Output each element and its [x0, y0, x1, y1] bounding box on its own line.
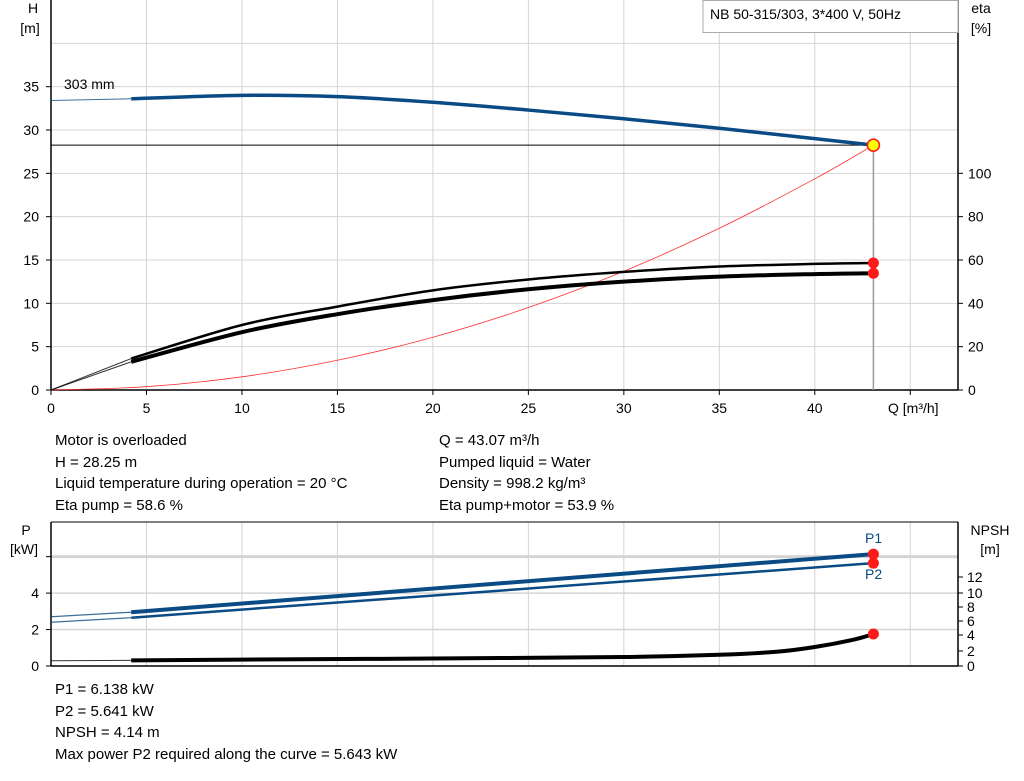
p2-curve-extrapolated [50, 617, 132, 623]
h-tick-label: 5 [31, 339, 39, 355]
p-tick-label: 0 [31, 658, 39, 674]
info-left: Motor is overloaded H = 28.25 m Liquid t… [55, 430, 347, 516]
h-tick-label: 25 [23, 165, 39, 181]
p1-point [867, 548, 879, 560]
system-curve [50, 144, 874, 391]
p-tick-label: 4 [31, 585, 39, 601]
eta-tick-label: 80 [968, 209, 984, 225]
eta-pump-value: Eta pump = 58.6 % [55, 496, 183, 514]
q-axis-label: Q [m³/h] [888, 400, 939, 416]
eta-axis-unit: [%] [971, 20, 991, 36]
npsh-axis-label: NPSH [971, 522, 1010, 538]
npsh-point [867, 628, 879, 640]
npsh-value: NPSH = 4.14 m [55, 724, 160, 741]
p2-curve [131, 561, 874, 619]
liquid-temperature: Liquid temperature during operation = 20… [55, 475, 348, 492]
eta-pump-point [867, 257, 879, 269]
eta-tick-label: 60 [968, 252, 984, 268]
npsh-tick-label: 6 [967, 613, 975, 629]
eta-pump-curve-extrapolated [50, 358, 132, 391]
eta-pump-motor-curve [130, 271, 874, 364]
info-bottom: P1 = 6.138 kW P2 = 5.641 kW NPSH = 4.14 … [55, 679, 397, 765]
p1-curve [131, 552, 874, 615]
eta-pump-motor-curve-extrapolated [50, 361, 132, 391]
density-value: Density = 998.2 kg/m³ [439, 475, 586, 492]
head-curve-extrapolated [50, 98, 132, 102]
npsh-tick-label: 0 [967, 658, 975, 674]
q-tick-label: 10 [234, 400, 250, 416]
flow-value: Q = 43.07 m³/h [439, 432, 540, 449]
p-tick-label: 2 [31, 622, 39, 638]
legend-box: NB 50-315/303, 3*400 V, 50Hz [702, 0, 959, 33]
h-tick-label: 30 [23, 122, 39, 138]
p1-label: P1 [865, 530, 882, 546]
impeller-diameter-label: 303 mm [64, 76, 115, 92]
npsh-tick-label: 4 [967, 627, 975, 643]
head-curve [131, 93, 874, 147]
q-tick-label: 5 [143, 400, 151, 416]
p2-value: P2 = 5.641 kW [55, 702, 154, 720]
eta-pump-curve [130, 261, 874, 360]
eta-pump-motor-point [867, 267, 879, 279]
info-right: Q = 43.07 m³/h Pumped liquid = Water Den… [439, 430, 614, 516]
duty-point [866, 138, 881, 152]
p1-curve-extrapolated [50, 611, 132, 618]
head-value: H = 28.25 m [55, 453, 138, 471]
motor-status: Motor is overloaded [55, 432, 187, 449]
h-axis-label: H [28, 0, 38, 16]
q-tick-label: 20 [425, 400, 441, 416]
npsh-tick-label: 8 [967, 599, 975, 615]
eta-axis-label: eta [971, 0, 991, 16]
eta-tick-label: 40 [968, 295, 984, 311]
npsh-tick-label: 10 [967, 585, 983, 601]
p-axis-unit: [kW] [10, 541, 38, 557]
h-tick-label: 15 [23, 252, 39, 268]
q-tick-label: 15 [330, 400, 346, 416]
pumped-liquid: Pumped liquid = Water [439, 453, 591, 471]
eta-pump-motor-value: Eta pump+motor = 53.9 % [439, 496, 615, 514]
max-power-p2: Max power P2 required along the curve = … [55, 745, 398, 763]
npsh-tick-label: 12 [967, 569, 983, 585]
q-tick-label: 40 [807, 400, 823, 416]
h-tick-label: 35 [23, 79, 39, 95]
npsh-axis-unit: [m] [980, 541, 999, 557]
q-tick-label: 25 [521, 400, 537, 416]
p1-value: P1 = 6.138 kW [55, 681, 154, 698]
q-tick-label: 0 [47, 400, 55, 416]
p2-label: P2 [865, 566, 882, 582]
p2-point [867, 557, 879, 569]
legend-text: NB 50-315/303, 3*400 V, 50Hz [710, 6, 901, 22]
q-tick-label: 30 [616, 400, 632, 416]
q-tick-label: 35 [712, 400, 728, 416]
p-axis-label: P [21, 522, 30, 538]
npsh-curve [131, 632, 874, 663]
npsh-tick-label: 2 [967, 643, 975, 659]
h-tick-label: 0 [31, 382, 39, 398]
h-tick-label: 10 [23, 295, 39, 311]
eta-tick-label: 100 [968, 165, 992, 181]
eta-tick-label: 20 [968, 339, 984, 355]
h-axis-unit: [m] [20, 20, 39, 36]
h-tick-label: 20 [23, 209, 39, 225]
eta-tick-label: 0 [968, 382, 976, 398]
